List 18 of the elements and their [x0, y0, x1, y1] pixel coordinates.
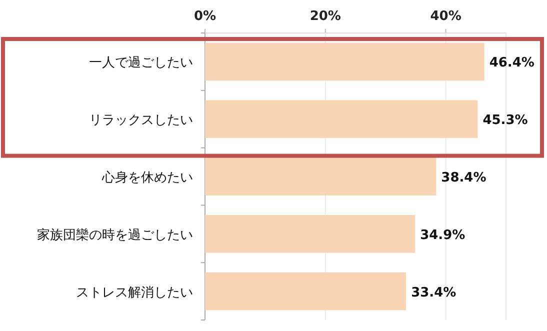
- y-tick-label: 家族団欒の時を過ごしたい: [37, 226, 193, 243]
- bar: [205, 100, 478, 138]
- data-label: 33.4%: [411, 285, 456, 300]
- bar: [205, 158, 436, 196]
- y-tick-label: ストレス解消したい: [76, 285, 193, 300]
- bar: [205, 272, 406, 310]
- data-label: 45.3%: [482, 113, 528, 128]
- y-tick-label: リラックスしたい: [89, 113, 193, 128]
- bar: [205, 214, 416, 253]
- data-label: 34.9%: [420, 228, 466, 243]
- data-label: 46.4%: [489, 56, 534, 71]
- data-label: 38.4%: [441, 170, 486, 186]
- bar: [205, 42, 484, 81]
- x-tick-label: 0%: [194, 9, 216, 24]
- x-tick-label: 20%: [310, 9, 341, 24]
- y-tick-label: 一人で過ごしたい: [89, 56, 193, 71]
- x-tick-label: 40%: [430, 9, 462, 24]
- y-tick-label: 心身を休めたい: [101, 170, 193, 186]
